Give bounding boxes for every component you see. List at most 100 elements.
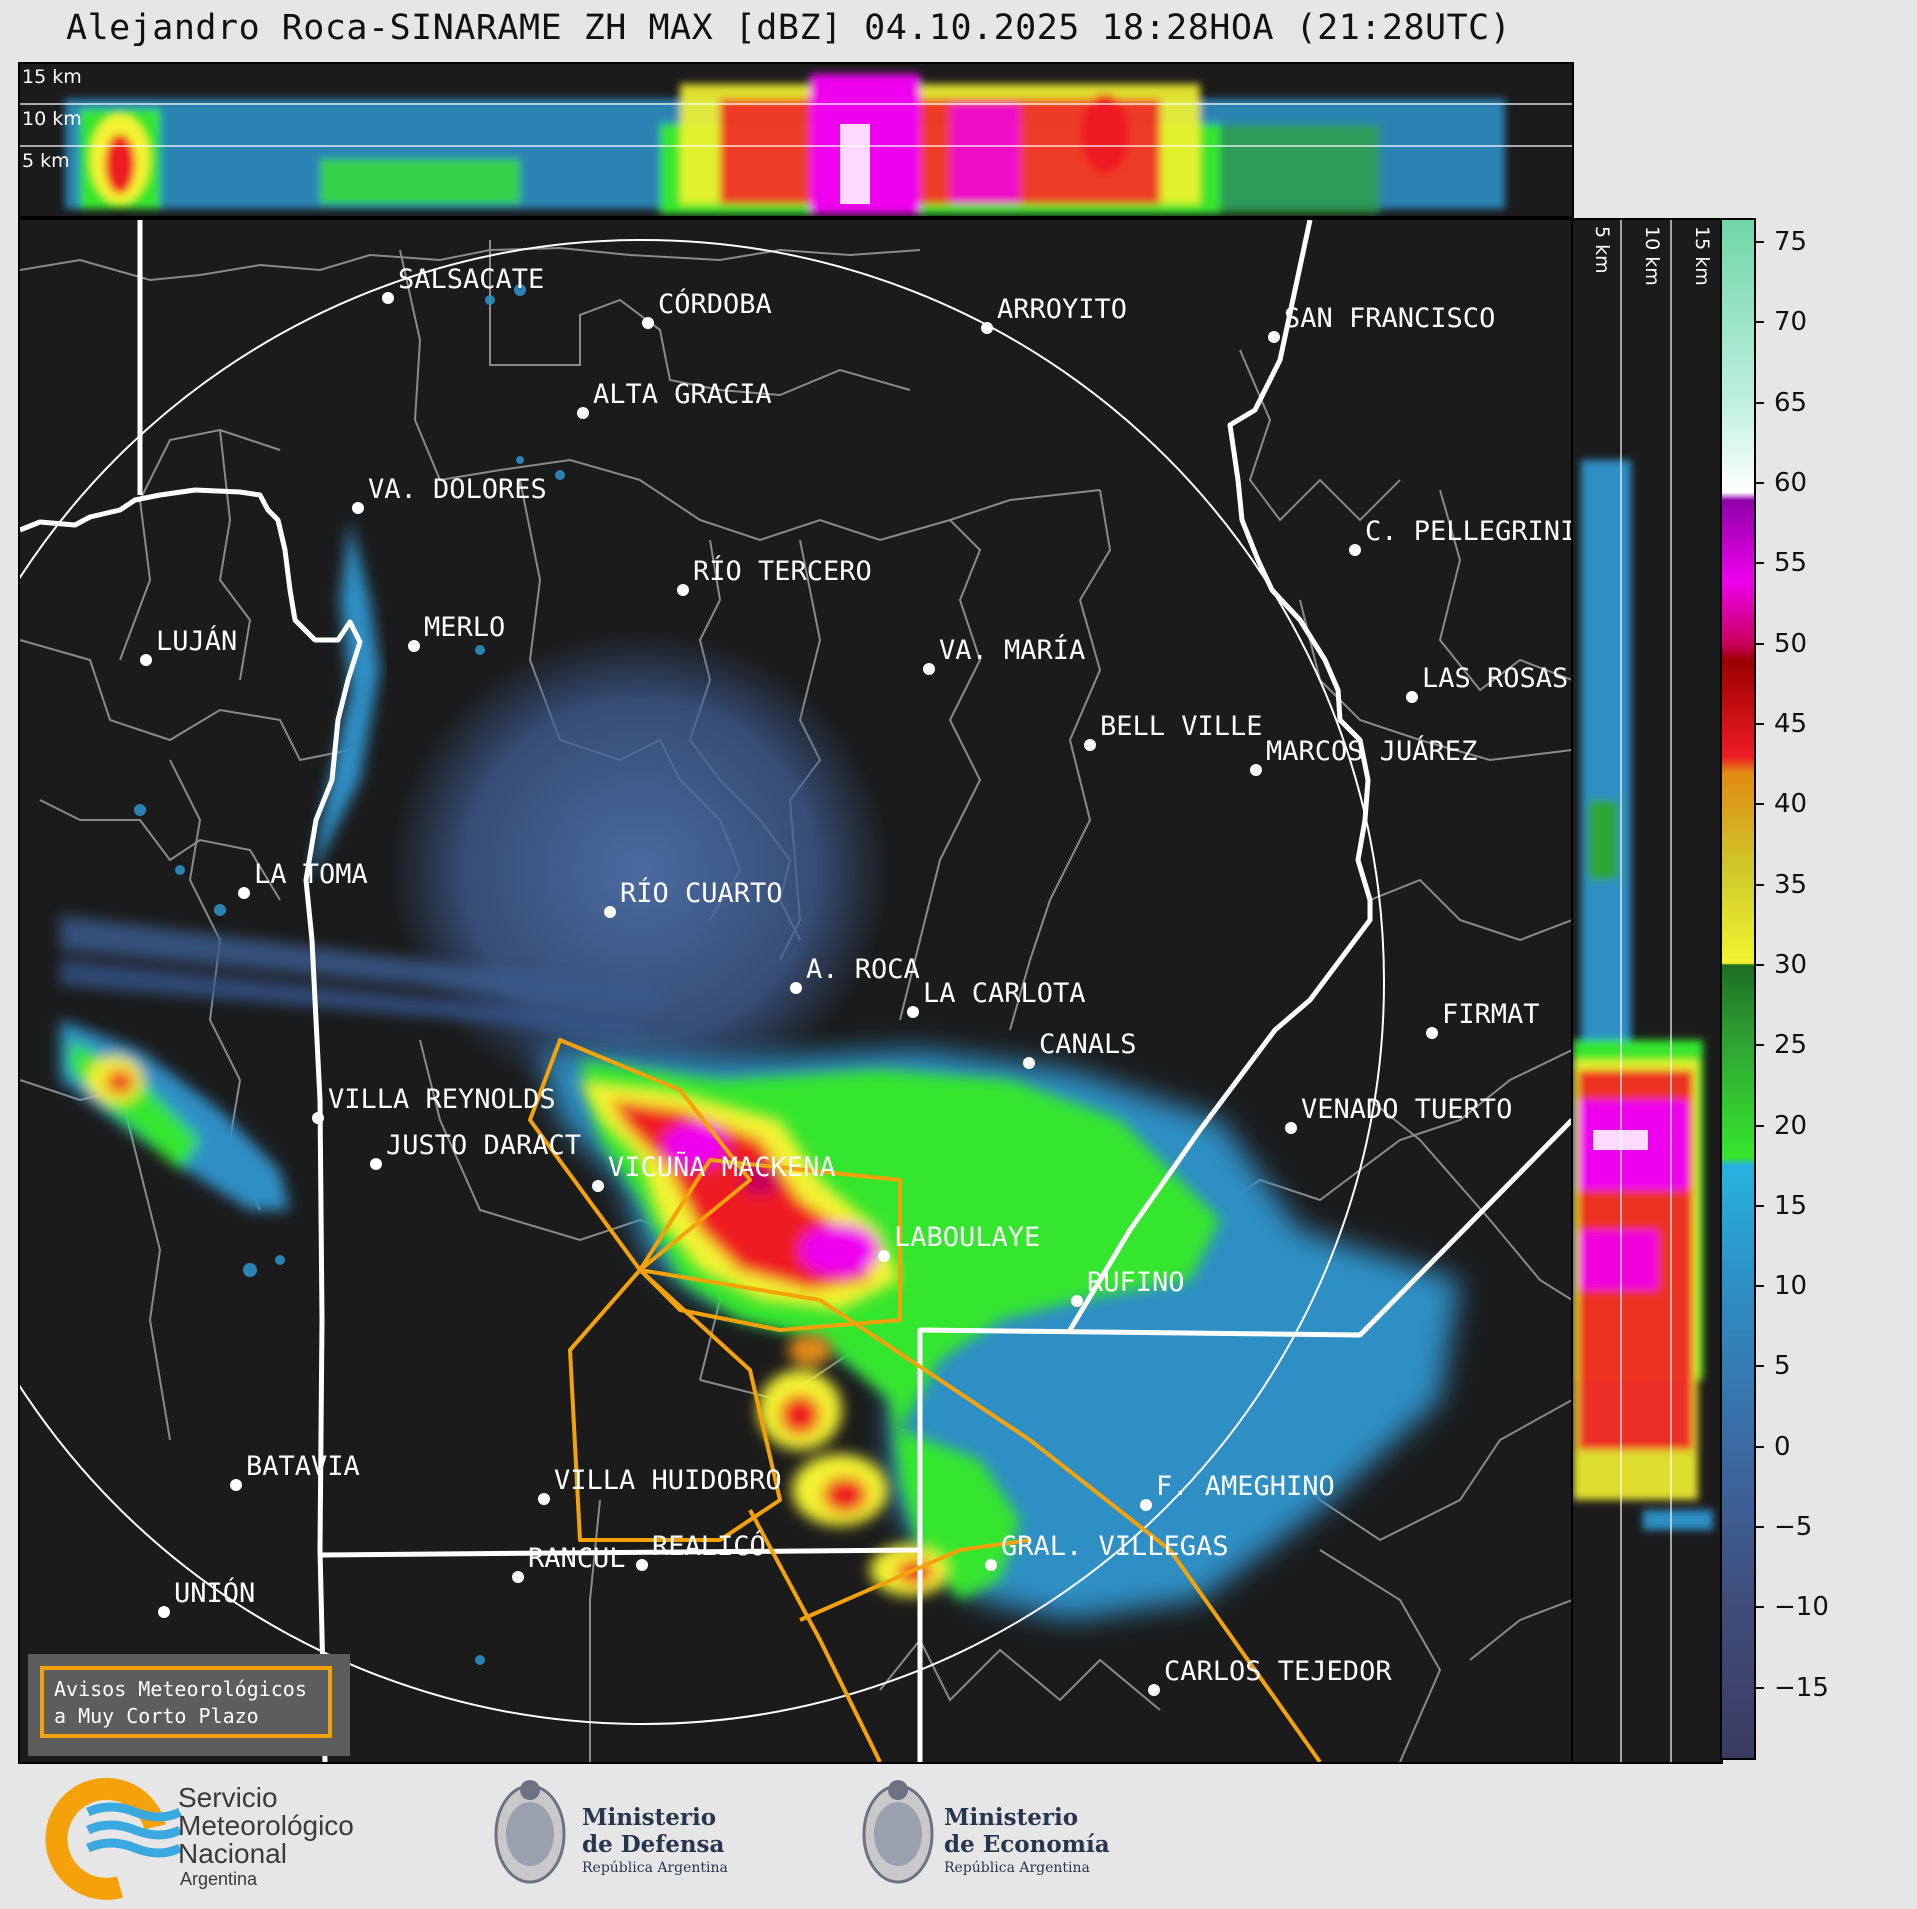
city-label: REALICÓ bbox=[652, 1530, 766, 1562]
colorbar-tick: 40 bbox=[1756, 789, 1807, 819]
city-marker: F. AMEGHINO bbox=[1140, 1471, 1335, 1511]
height-label-5km: 5 km bbox=[22, 150, 70, 172]
city-label: GRAL. VILLEGAS bbox=[1001, 1531, 1229, 1562]
side-echo-mid-green bbox=[1588, 800, 1618, 880]
city-marker: SALSACATE bbox=[382, 264, 544, 304]
city-label: BATAVIA bbox=[246, 1451, 360, 1482]
smn-line1: Servicio bbox=[178, 1782, 278, 1813]
echo-streak-west bbox=[60, 915, 660, 1010]
side-height-label-10km: 10 km bbox=[1641, 226, 1663, 286]
city-label: C. PELLEGRINI bbox=[1365, 516, 1572, 547]
defensa-line3: República Argentina bbox=[582, 1860, 728, 1876]
city-marker: JUSTO DARACT bbox=[370, 1130, 581, 1170]
city-marker: MARCOS JUÁREZ bbox=[1250, 735, 1477, 776]
echo-merlo-line bbox=[310, 520, 380, 880]
city-marker: CÓRDOBA bbox=[642, 288, 772, 329]
warning-line-1 bbox=[639, 1268, 1322, 1762]
city-marker: GRAL. VILLEGAS bbox=[985, 1531, 1229, 1571]
city-dot bbox=[985, 1559, 997, 1571]
city-label: VICUÑA MACKENA bbox=[608, 1151, 836, 1183]
echo-south-cell-4 bbox=[788, 1334, 832, 1366]
city-marker: CANALS bbox=[1023, 1029, 1137, 1069]
city-marker: REALICÓ bbox=[636, 1530, 766, 1571]
side-cross-section-echoes bbox=[1573, 220, 1713, 1762]
colorbar-tick: 10 bbox=[1756, 1271, 1807, 1301]
city-dot bbox=[140, 654, 152, 666]
city-marker: MERLO bbox=[408, 612, 505, 652]
city-dot bbox=[238, 887, 250, 899]
city-marker: VICUÑA MACKENA bbox=[592, 1151, 836, 1192]
city-marker: LAS ROSAS bbox=[1406, 663, 1568, 703]
city-dot bbox=[1084, 739, 1096, 751]
city-marker: C. PELLEGRINI bbox=[1349, 516, 1572, 556]
echo-south-cell-1-core bbox=[780, 1395, 820, 1435]
city-dot bbox=[1426, 1027, 1438, 1039]
city-marker: BELL VILLE bbox=[1084, 711, 1263, 751]
city-dot bbox=[1148, 1684, 1160, 1696]
city-label: UNIÓN bbox=[174, 1577, 255, 1609]
city-dot bbox=[604, 906, 616, 918]
city-marker: LA TOMA bbox=[238, 859, 368, 899]
defensa-line1: Ministerio bbox=[582, 1804, 717, 1831]
echo-streak-west-2 bbox=[60, 960, 640, 1035]
side-cross-section-panel: 5 km 10 km 15 km bbox=[1571, 218, 1723, 1764]
footer-graphics bbox=[45, 1777, 934, 1900]
economia-line1: Ministerio bbox=[944, 1804, 1079, 1831]
city-marker: UNIÓN bbox=[158, 1577, 255, 1618]
colorbar-tick: 20 bbox=[1756, 1111, 1807, 1141]
city-dot bbox=[636, 1559, 648, 1571]
city-dot bbox=[1268, 331, 1280, 343]
cross-section-white-core bbox=[840, 124, 870, 204]
radar-map: SALSACATE CÓRDOBA ARROYITO SAN FRANCISCO ALT… bbox=[20, 220, 1572, 1762]
echo-clutter bbox=[390, 630, 890, 1110]
cross-section-right bbox=[1220, 124, 1380, 214]
radar-echoes bbox=[60, 284, 1460, 1665]
city-marker: VA. MARÍA bbox=[923, 634, 1085, 675]
warning-line-2 bbox=[748, 1509, 882, 1762]
city-dot bbox=[538, 1493, 550, 1505]
city-label: LA TOMA bbox=[254, 859, 368, 890]
city-label: F. AMEGHINO bbox=[1156, 1471, 1335, 1502]
colorbar-tick: 70 bbox=[1756, 307, 1807, 337]
city-dot bbox=[1349, 544, 1361, 556]
city-marker: RUFINO bbox=[1071, 1267, 1185, 1307]
warning-polygon-1 bbox=[528, 1038, 752, 1272]
city-marker: VILLA HUIDOBRO bbox=[538, 1465, 782, 1505]
city-label: BELL VILLE bbox=[1100, 711, 1263, 742]
colorbar-ticks: 75 70 65 60 55 50 45 40 35 30 25 20 15 10 5 0 −5 −10 −15 bbox=[1756, 218, 1866, 1760]
city-dot bbox=[1023, 1057, 1035, 1069]
top-cross-section-panel: 15 km 10 km 5 km bbox=[18, 62, 1574, 218]
colorbar-tick: 15 bbox=[1756, 1191, 1807, 1221]
footer-logos: Servicio Meteorológico Nacional Argentin… bbox=[0, 1762, 1917, 1909]
city-dot bbox=[677, 584, 689, 596]
warning-legend-text: Avisos Meteorológicos a Muy Corto Plazo bbox=[40, 1666, 332, 1738]
city-label: SAN FRANCISCO bbox=[1284, 303, 1495, 334]
city-label: CANALS bbox=[1039, 1029, 1137, 1060]
city-label: ALTA GRACIA bbox=[593, 379, 772, 410]
city-label: VA. DOLORES bbox=[368, 474, 547, 505]
economia-line3: República Argentina bbox=[944, 1860, 1090, 1876]
city-marker: LABOULAYE bbox=[878, 1222, 1040, 1262]
province-borders bbox=[20, 220, 1572, 1762]
city-dot bbox=[592, 1180, 604, 1192]
city-marker: VA. DOLORES bbox=[352, 474, 547, 514]
colorbar-tick: 75 bbox=[1756, 227, 1807, 257]
city-dot bbox=[408, 640, 420, 652]
city-label: LA CARLOTA bbox=[923, 978, 1086, 1009]
city-marker: A. ROCA bbox=[790, 954, 920, 994]
city-label: CÓRDOBA bbox=[658, 288, 772, 320]
city-label: VA. MARÍA bbox=[939, 634, 1085, 666]
side-height-label-15km: 15 km bbox=[1691, 226, 1713, 286]
echo-south-cell-2-core bbox=[823, 1477, 867, 1513]
side-echo-magenta-2 bbox=[1578, 1230, 1658, 1290]
smn-line3: Nacional bbox=[178, 1838, 287, 1869]
smn-line2: Meteorológico bbox=[178, 1810, 354, 1841]
defensa-line2: de Defensa bbox=[582, 1831, 725, 1858]
side-height-label-5km: 5 km bbox=[1591, 226, 1613, 274]
echo-core-laboulaye bbox=[800, 1224, 880, 1276]
top-cross-section-echoes bbox=[20, 74, 1572, 214]
city-dot bbox=[642, 317, 654, 329]
colorbar-tick: −10 bbox=[1756, 1592, 1829, 1622]
city-dot bbox=[312, 1112, 324, 1124]
city-label: CARLOS TEJEDOR bbox=[1164, 1656, 1392, 1687]
